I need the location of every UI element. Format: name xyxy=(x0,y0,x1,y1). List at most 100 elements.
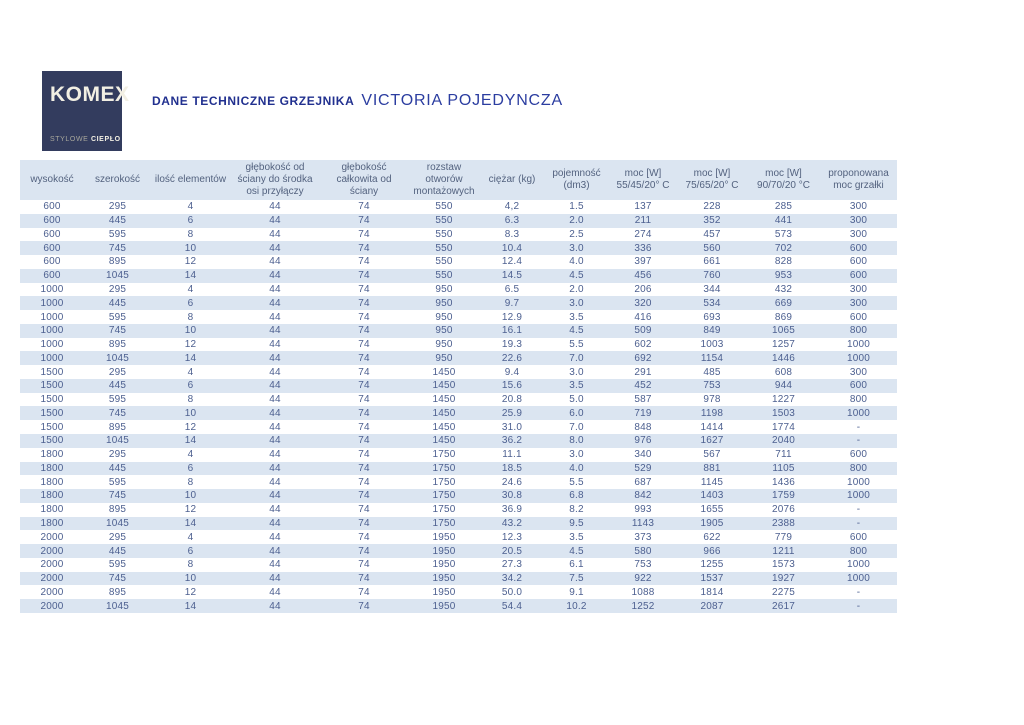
cell-rozstaw-otworow: 950 xyxy=(435,297,453,309)
cell-moc-55: 1252 xyxy=(631,600,655,612)
cell-ilosc-elementow: 10 xyxy=(184,325,197,337)
cell-rozstaw-otworow: 950 xyxy=(435,339,453,351)
cell-glebokosc-osi-przylaczy: 44 xyxy=(269,297,281,309)
cell-moc-75: 534 xyxy=(703,297,721,309)
table-row: 600 895 12 44 74 550 12.4 4.0 397 661 828 600 xyxy=(20,255,897,269)
cell-glebokosc-osi-przylaczy: 44 xyxy=(269,311,281,323)
cell-moc-grzalki: 600 xyxy=(849,270,868,282)
cell-moc-grzalki: 600 xyxy=(849,380,868,392)
cell-moc-55: 456 xyxy=(634,270,652,282)
cell-ilosc-elementow: 14 xyxy=(184,270,197,282)
cell-moc-55: 687 xyxy=(634,476,652,488)
cell-moc-55: 416 xyxy=(634,311,652,323)
table-row: 1500 445 6 44 74 1450 15.6 3.5 452 753 944 600 xyxy=(20,378,897,393)
cell-moc-75: 622 xyxy=(703,531,721,543)
cell-moc-grzalki: 1000 xyxy=(846,476,871,488)
cell-glebokosc-osi-przylaczy: 44 xyxy=(269,462,281,474)
cell-moc-grzalki: 800 xyxy=(849,545,868,557)
table-row: 1000 445 6 44 74 950 9.7 3.0 320 534 669 300 xyxy=(20,296,897,311)
cell-moc-75: 485 xyxy=(703,366,721,378)
cell-moc-75: 1154 xyxy=(700,352,724,364)
cell-moc-55: 580 xyxy=(634,545,652,557)
cell-szerokosc: 745 xyxy=(108,573,127,585)
cell-szerokosc: 745 xyxy=(108,407,127,419)
cell-glebokosc-calkowita: 74 xyxy=(358,256,370,268)
table-row: 2000 1045 14 44 74 1950 54.4 10.2 1252 2087 2617 - xyxy=(20,599,897,613)
cell-ilosc-elementow: 6 xyxy=(187,297,194,309)
cell-glebokosc-osi-przylaczy: 44 xyxy=(269,435,281,447)
cell-glebokosc-calkowita: 74 xyxy=(358,531,370,543)
cell-moc-55: 274 xyxy=(634,228,652,240)
cell-szerokosc: 895 xyxy=(108,421,127,433)
cell-glebokosc-osi-przylaczy: 44 xyxy=(269,339,281,351)
page-title-product: VICTORIA POJEDYNCZA xyxy=(361,92,563,109)
cell-moc-55: 320 xyxy=(634,297,652,309)
cell-wysokosc: 600 xyxy=(43,215,61,227)
cell-szerokosc: 595 xyxy=(108,559,127,571)
cell-wysokosc: 1500 xyxy=(40,366,64,378)
cell-pojemnosc: 9.1 xyxy=(569,586,584,598)
column-header-moc-grzalki: proponowana moc grzałki xyxy=(828,168,889,191)
table-header-row: wysokość szerokość ilość elementów głębokoś… xyxy=(20,160,897,200)
cell-moc-55: 509 xyxy=(634,325,652,337)
cell-pojemnosc: 8.0 xyxy=(569,435,584,447)
cell-moc-55: 976 xyxy=(634,435,652,447)
cell-pojemnosc: 2.0 xyxy=(569,283,584,295)
cell-moc-90: 702 xyxy=(774,242,793,254)
cell-pojemnosc: 4.5 xyxy=(569,270,584,282)
cell-ciezar: 25.9 xyxy=(501,407,523,419)
cell-glebokosc-calkowita: 74 xyxy=(358,462,370,474)
table-row: 600 445 6 44 74 550 6.3 2.0 211 352 441 300 xyxy=(20,213,897,228)
cell-glebokosc-calkowita: 74 xyxy=(358,504,370,516)
table-row: 600 595 8 44 74 550 8.3 2.5 274 457 573 300 xyxy=(20,228,897,242)
cell-ciezar: 9.4 xyxy=(504,366,520,378)
cell-wysokosc: 2000 xyxy=(40,531,64,543)
cell-moc-grzalki: - xyxy=(856,421,861,433)
table-row: 2000 895 12 44 74 1950 50.0 9.1 1088 1814 2275 - xyxy=(20,585,897,599)
cell-moc-90: 711 xyxy=(775,449,792,461)
cell-szerokosc: 1045 xyxy=(105,352,130,364)
cell-wysokosc: 2000 xyxy=(40,545,64,557)
cell-moc-grzalki: - xyxy=(856,517,861,529)
cell-glebokosc-osi-przylaczy: 44 xyxy=(269,600,281,612)
table-row: 1800 895 12 44 74 1750 36.9 8.2 993 1655 2076 - xyxy=(20,503,897,517)
cell-moc-grzalki: - xyxy=(856,600,861,612)
cell-ciezar: 20.5 xyxy=(501,545,523,557)
cell-szerokosc: 895 xyxy=(108,504,127,516)
cell-ciezar: 4,2 xyxy=(504,201,520,213)
cell-szerokosc: 745 xyxy=(108,490,127,502)
cell-pojemnosc: 2.5 xyxy=(569,228,584,240)
cell-wysokosc: 1800 xyxy=(40,462,64,474)
logo-tagline-bold: CIEPŁO xyxy=(90,136,121,143)
cell-ilosc-elementow: 6 xyxy=(187,462,194,474)
cell-moc-grzalki: 1000 xyxy=(846,573,871,585)
technical-data-table: wysokość szerokość ilość elementów głębokoś… xyxy=(20,160,897,613)
cell-ilosc-elementow: 8 xyxy=(187,476,194,488)
cell-glebokosc-calkowita: 74 xyxy=(358,325,370,337)
cell-moc-75: 849 xyxy=(703,325,721,337)
cell-moc-90: 1927 xyxy=(771,573,796,585)
cell-glebokosc-calkowita: 74 xyxy=(358,242,370,254)
cell-glebokosc-calkowita: 74 xyxy=(358,559,370,571)
cell-glebokosc-osi-przylaczy: 44 xyxy=(269,449,281,461)
cell-ciezar: 11.1 xyxy=(502,449,522,461)
cell-moc-55: 922 xyxy=(634,573,652,585)
cell-ciezar: 16.1 xyxy=(501,325,523,337)
cell-moc-55: 211 xyxy=(634,215,652,227)
cell-rozstaw-otworow: 1950 xyxy=(432,545,456,557)
cell-moc-grzalki: 300 xyxy=(849,366,868,378)
cell-moc-75: 966 xyxy=(703,545,721,557)
cell-glebokosc-osi-przylaczy: 44 xyxy=(269,504,281,516)
cell-moc-75: 228 xyxy=(703,201,721,213)
cell-moc-55: 206 xyxy=(634,283,652,295)
cell-rozstaw-otworow: 1450 xyxy=(432,380,456,392)
cell-glebokosc-osi-przylaczy: 44 xyxy=(269,545,281,557)
cell-rozstaw-otworow: 1950 xyxy=(432,586,456,598)
cell-moc-75: 753 xyxy=(703,380,721,392)
cell-moc-grzalki: 600 xyxy=(849,311,868,323)
table-row: 600 1045 14 44 74 550 14.5 4.5 456 760 953 600 xyxy=(20,268,897,283)
table-row: 1800 1045 14 44 74 1750 43.2 9.5 1143 1905 2388 - xyxy=(20,516,897,531)
cell-moc-90: 608 xyxy=(774,366,793,378)
cell-pojemnosc: 8.2 xyxy=(569,504,584,516)
cell-wysokosc: 600 xyxy=(43,256,61,268)
